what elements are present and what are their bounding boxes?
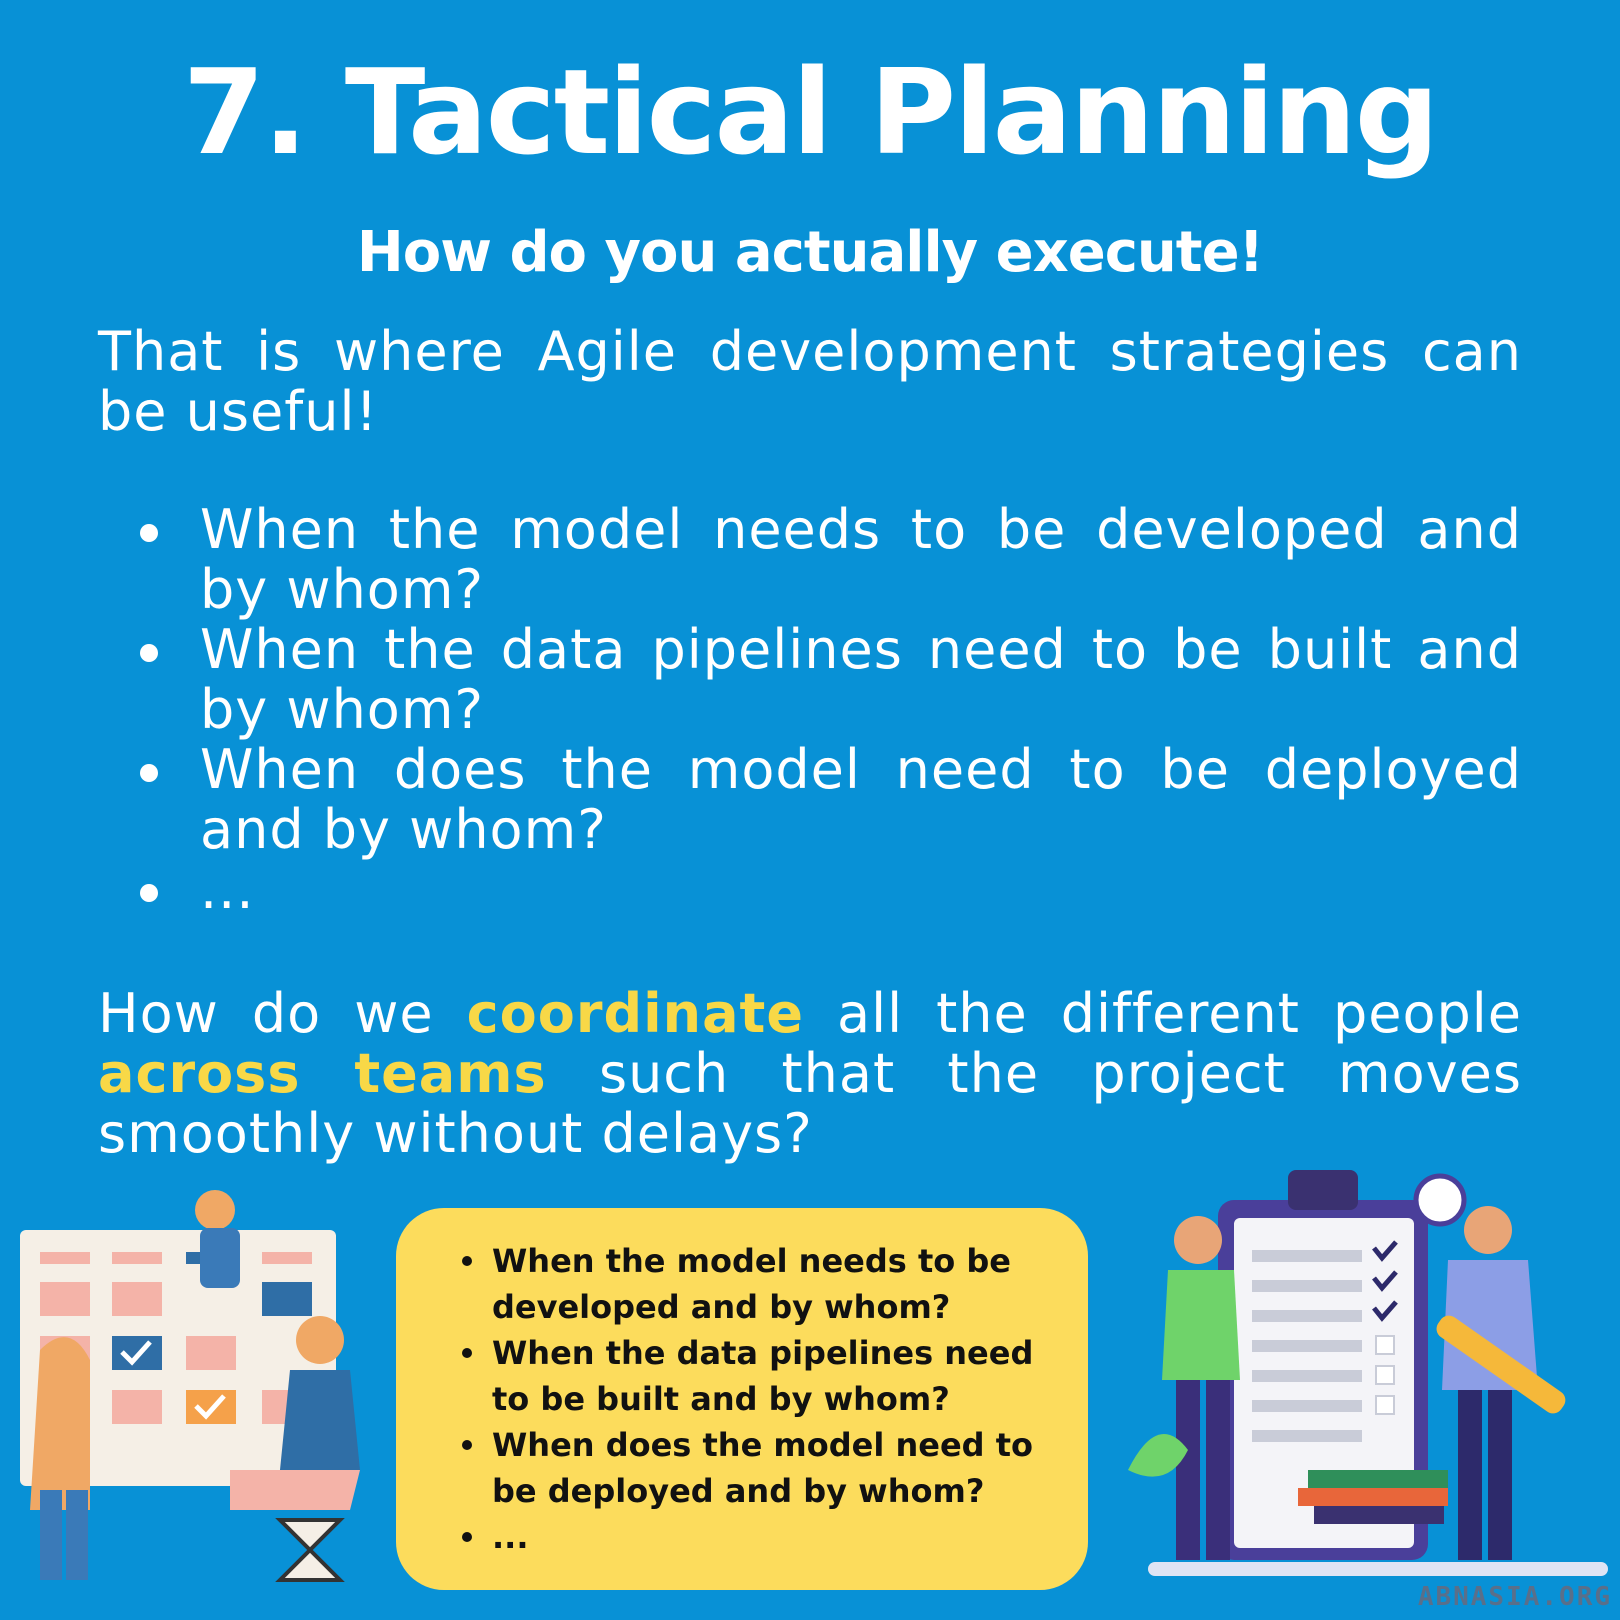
- people-with-calendar-illustration: [20, 1190, 360, 1582]
- people-with-checklist-illustration: [1128, 1170, 1608, 1576]
- watermark-logo: ABNASIA.ORG: [1417, 1582, 1612, 1612]
- list-item: ...: [462, 1514, 1048, 1560]
- list-item: ...: [140, 860, 1522, 920]
- callout-list: When the model needs to be developed and…: [456, 1238, 1048, 1560]
- page-title: 7. Tactical Planning: [182, 43, 1439, 181]
- question-part-2: all the different people: [803, 982, 1523, 1045]
- intro-text: That is where Agile development strategi…: [98, 320, 1522, 443]
- summary-callout: When the model needs to be developed and…: [396, 1208, 1088, 1590]
- list-item: When the data pipelines need to be built…: [462, 1330, 1048, 1422]
- question-text: How do we coordinate all the different p…: [98, 984, 1522, 1164]
- list-item: When the model needs to be developed and…: [140, 498, 1522, 621]
- highlight-coordinate: coordinate: [466, 982, 804, 1045]
- bullet-list: When the model needs to be developed and…: [98, 500, 1522, 920]
- list-item: When the model needs to be developed and…: [462, 1238, 1048, 1330]
- question-part-3: such that the project moves smoothly wit…: [98, 1042, 1522, 1165]
- list-item: When does the model need to be deployed …: [140, 738, 1522, 861]
- list-item: When does the model need to be deployed …: [462, 1422, 1048, 1514]
- highlight-across-teams: across teams: [98, 1042, 547, 1105]
- list-item: When the data pipelines need to be built…: [140, 618, 1522, 741]
- question-part-1: How do we: [98, 982, 467, 1045]
- page-subtitle: How do you actually execute!: [356, 220, 1264, 285]
